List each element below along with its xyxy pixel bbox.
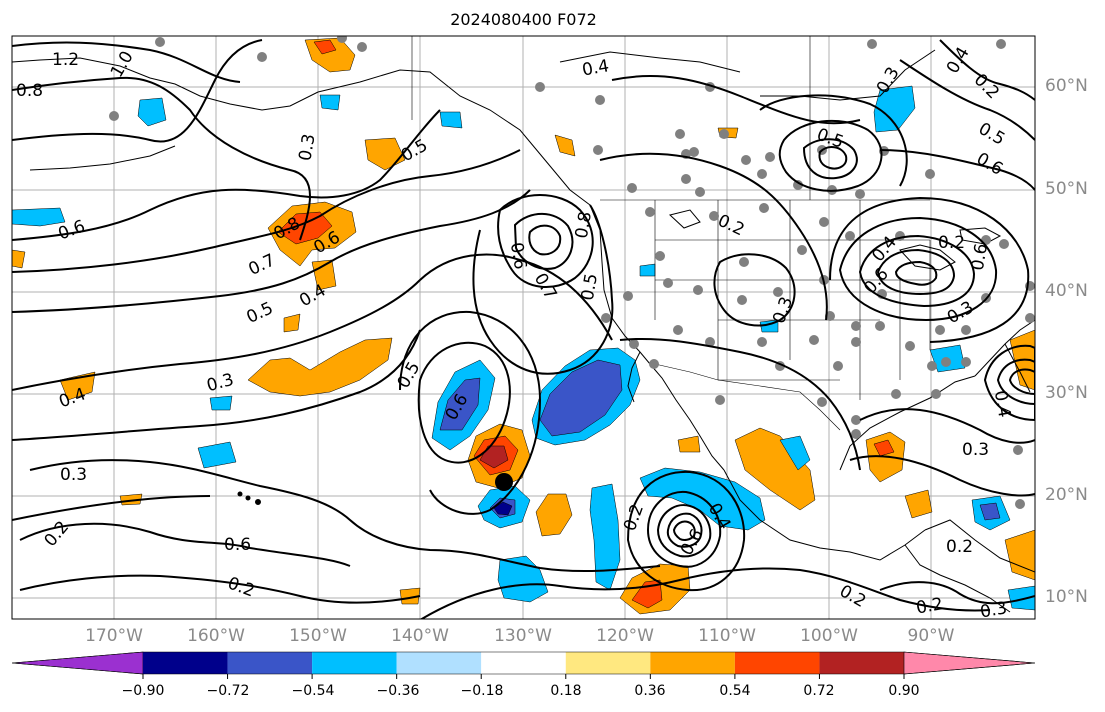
colorbar-tick-label: 0.72 xyxy=(803,683,835,699)
contour-label: 0.3 xyxy=(962,440,989,460)
lon-label: 170°W xyxy=(85,626,143,646)
contour-label: 0.4 xyxy=(990,389,1014,419)
contour-label: 0.3 xyxy=(979,598,1009,622)
contour-label: 0.8 xyxy=(572,210,596,240)
colorbar-segment xyxy=(734,652,820,674)
colorbar-segment xyxy=(819,652,904,674)
lat-label: 40°N xyxy=(1045,281,1088,301)
lon-label: 120°W xyxy=(596,626,654,646)
contour-label: 0.6 xyxy=(506,241,530,271)
colorbar-tick-label: −0.54 xyxy=(291,683,335,699)
colorbar-segment xyxy=(143,652,228,674)
map-title: 2024080400 F072 xyxy=(450,10,597,29)
political-borders xyxy=(411,36,931,431)
plot-frame xyxy=(11,35,1036,620)
lon-label: 130°W xyxy=(494,626,552,646)
lon-label: 110°W xyxy=(698,626,756,646)
lon-label: 140°W xyxy=(391,626,449,646)
colorbar-tick-label: 0.90 xyxy=(888,683,920,699)
lat-label: 60°N xyxy=(1045,76,1088,96)
colorbar-extend-max xyxy=(903,651,1036,675)
colorbar-segment xyxy=(312,652,397,674)
contour-label: 1.2 xyxy=(52,50,79,70)
lat-label: 50°N xyxy=(1045,179,1088,199)
lat-label: 30°N xyxy=(1045,383,1088,403)
lon-label: 160°W xyxy=(187,626,245,646)
coastlines xyxy=(12,49,1035,613)
colorbar xyxy=(11,651,1036,679)
colorbar-tick-label: −0.36 xyxy=(376,683,420,699)
lon-label: 150°W xyxy=(289,626,347,646)
contour-label: 0.2 xyxy=(938,233,965,253)
colorbar-tick-label: 0.36 xyxy=(634,683,666,699)
lon-label: 100°W xyxy=(800,626,858,646)
colorbar-segment xyxy=(650,652,735,674)
colorbar-tick-label: −0.72 xyxy=(206,683,250,699)
contour-label: 0.6 xyxy=(968,242,992,272)
colorbar-tick-label: 0.18 xyxy=(550,683,582,699)
colorbar-segment xyxy=(565,652,651,674)
contour-label: 0.3 xyxy=(60,465,87,485)
colorbar-segment xyxy=(227,652,313,674)
colorbar-segment xyxy=(396,652,482,674)
lat-label: 20°N xyxy=(1045,485,1088,505)
contour-label: 0.2 xyxy=(946,537,973,557)
lon-label: 90°W xyxy=(907,626,955,646)
contour-lines xyxy=(12,39,1035,619)
storm-center-marker xyxy=(495,473,513,491)
lat-label: 10°N xyxy=(1045,587,1088,607)
colorbar-segment xyxy=(481,652,566,674)
colorbar-tick-label: 0.54 xyxy=(719,683,751,699)
contour-label: 0.6 xyxy=(224,535,251,555)
contour-label: 0.3 xyxy=(295,132,319,162)
contour-label: 0.4 xyxy=(581,56,611,80)
colorbar-tick-label: −0.90 xyxy=(121,683,165,699)
station-markers xyxy=(109,36,1035,509)
colorbar-tick-label: −0.18 xyxy=(460,683,504,699)
contour-label: 0.8 xyxy=(16,81,43,101)
colorbar-extend-min xyxy=(11,651,144,675)
contour-label: 0.5 xyxy=(578,272,602,302)
contour-label: 0.2 xyxy=(915,594,945,618)
